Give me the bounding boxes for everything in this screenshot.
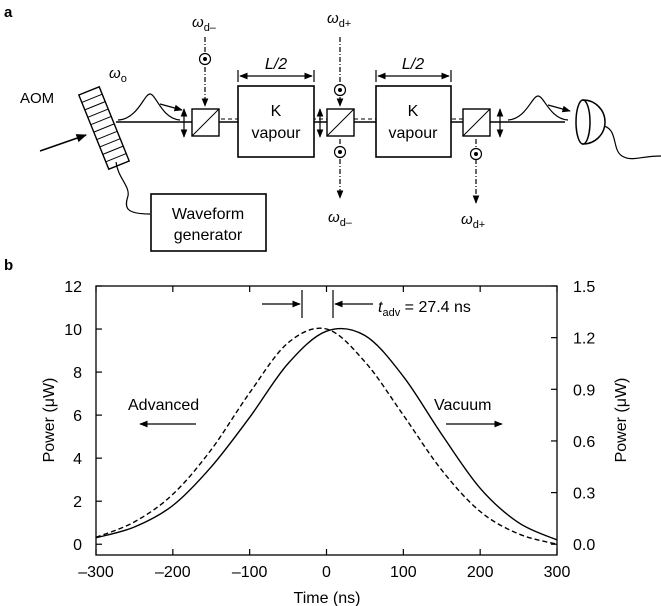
y-tick-label: 6 xyxy=(73,408,82,425)
aom-label: AOM xyxy=(20,90,54,107)
advanced-label: Advanced xyxy=(128,397,199,414)
y2-tick-label: 1.5 xyxy=(573,279,595,296)
x-tick-label: 300 xyxy=(544,564,571,581)
y2-tick-label: 0.9 xyxy=(573,382,595,399)
y-axis-right-ticks: 0.0 0.3 0.6 0.9 1.2 1.5 xyxy=(551,279,595,554)
svg-text:K: K xyxy=(408,103,419,120)
y-tick-label: 8 xyxy=(73,365,82,382)
x-tick-label: –100 xyxy=(232,564,268,581)
svg-text:vapour: vapour xyxy=(389,125,439,142)
y2-tick-label: 0.0 xyxy=(573,537,595,554)
series-advanced-dashed xyxy=(95,327,558,545)
beam-splitter-3 xyxy=(462,108,491,137)
svg-text:ωd–: ωd– xyxy=(328,209,353,229)
input-beam-arrow xyxy=(39,134,87,152)
svg-text:K: K xyxy=(271,103,282,120)
input-pulse xyxy=(117,93,181,121)
detector-icon xyxy=(575,99,661,160)
x-axis-ticks: –300 –200 –100 0 100 200 300 xyxy=(78,286,570,581)
y2-tick-label: 1.2 xyxy=(573,331,595,348)
depump-beam-top-2: ωd+ xyxy=(327,10,351,107)
panel-a-label: a xyxy=(4,4,13,21)
y-tick-label: 2 xyxy=(73,494,82,511)
pulse-arrow-2 xyxy=(547,104,571,113)
plot-frame xyxy=(95,285,558,556)
aom-cable xyxy=(115,161,151,215)
panel-a-schematic: a AOM ωo xyxy=(4,4,661,252)
panel-b-label: b xyxy=(4,257,13,274)
depump-beam-bottom-1: ωd– xyxy=(328,139,353,229)
x-tick-label: –200 xyxy=(155,564,191,581)
beam-splitter-2 xyxy=(326,108,355,137)
t-adv-annotation: tadv = 27.4 ns xyxy=(262,290,471,319)
output-pulse xyxy=(507,95,569,121)
vacuum-label-group: Vacuum xyxy=(434,397,503,428)
y-axis-right-label: Power (μW) xyxy=(613,378,630,463)
y-axis-left-ticks: 0 2 4 6 8 10 12 xyxy=(64,279,102,554)
y-tick-label: 12 xyxy=(64,279,82,296)
y2-tick-label: 0.6 xyxy=(573,434,595,451)
pulse-arrow-1 xyxy=(159,103,183,112)
chart-series xyxy=(95,327,558,545)
depump-beam-top-1: ωd– xyxy=(192,14,217,107)
y-tick-label: 4 xyxy=(73,451,82,468)
vapour-cell-2: K vapour xyxy=(375,85,452,158)
depump-beam-bottom-2: ωd+ xyxy=(461,139,485,231)
x-tick-label: 200 xyxy=(467,564,494,581)
length-marker-2: L/2 xyxy=(375,56,452,82)
svg-text:generator: generator xyxy=(174,227,243,244)
series-vacuum-solid xyxy=(95,327,558,541)
x-tick-label: 0 xyxy=(322,564,331,581)
svg-text:ωd–: ωd– xyxy=(192,14,217,34)
vapour-cell-1: K vapour xyxy=(237,85,315,158)
x-axis-label: Time (ns) xyxy=(294,590,361,606)
waveform-generator: Waveform generator xyxy=(150,193,267,252)
y2-tick-label: 0.3 xyxy=(573,486,595,503)
aom-crystal xyxy=(77,85,131,171)
svg-text:L/2: L/2 xyxy=(402,56,424,73)
svg-text:vapour: vapour xyxy=(252,125,302,142)
advanced-label-group: Advanced xyxy=(128,397,199,428)
svg-text:tadv = 27.4 ns: tadv = 27.4 ns xyxy=(378,299,471,319)
y-tick-label: 0 xyxy=(73,537,82,554)
beam-splitter-1 xyxy=(191,108,220,137)
y-tick-label: 10 xyxy=(64,322,82,339)
vacuum-label: Vacuum xyxy=(434,397,492,414)
svg-text:L/2: L/2 xyxy=(265,56,287,73)
omega-o-label: ωo xyxy=(109,65,127,85)
svg-text:Waveform: Waveform xyxy=(172,206,244,223)
x-tick-label: –300 xyxy=(78,564,114,581)
svg-text:ωd+: ωd+ xyxy=(327,10,351,30)
x-tick-label: 100 xyxy=(390,564,417,581)
svg-text:ωd+: ωd+ xyxy=(461,211,485,231)
length-marker-1: L/2 xyxy=(237,56,315,82)
y-axis-left-label: Power (μW) xyxy=(41,378,58,463)
